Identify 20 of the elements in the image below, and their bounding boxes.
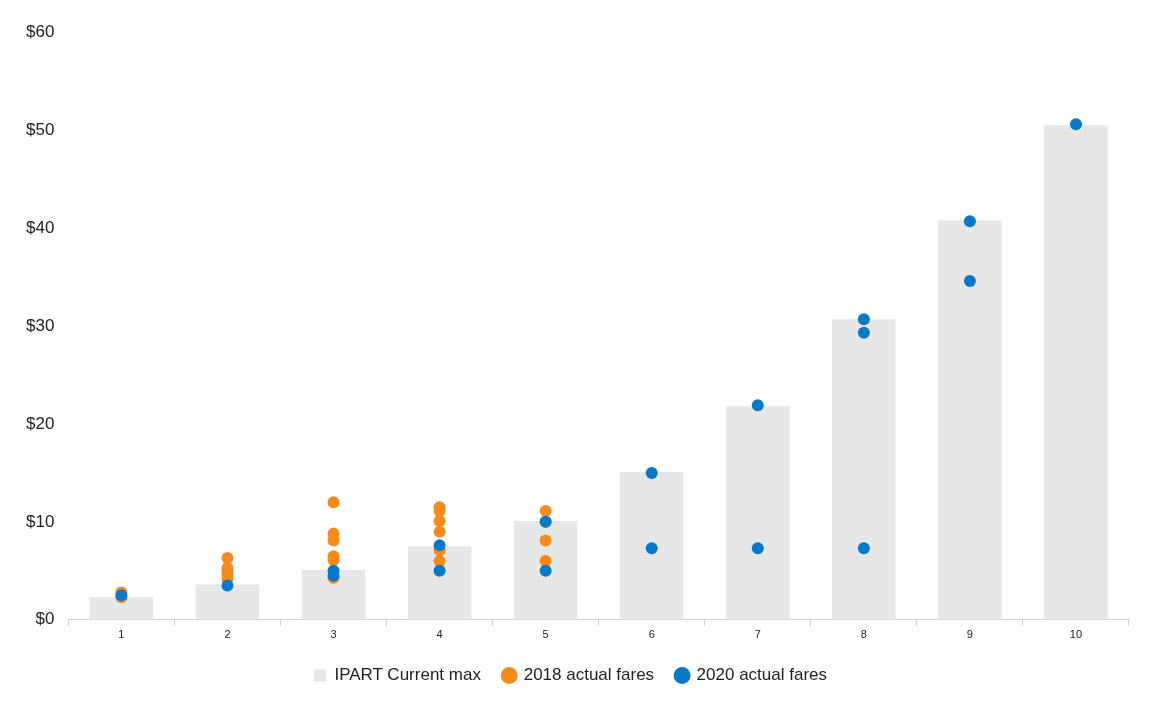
y-tick-label: $40 <box>25 217 55 237</box>
x-tick-label: 8 <box>860 628 867 641</box>
legend-label: 2018 actual fares <box>523 665 655 685</box>
x-tick-label: 6 <box>648 628 655 641</box>
legend-label: 2020 actual fares <box>696 665 828 685</box>
x-tick-label: 7 <box>754 628 761 641</box>
y-tick-label: $0 <box>35 609 55 629</box>
x-tick-label: 5 <box>542 628 549 641</box>
x-tick-label: 4 <box>436 628 443 641</box>
x-tick-label: 9 <box>966 628 973 641</box>
y-tick-label: $20 <box>25 413 55 433</box>
x-tick-label: 1 <box>118 628 125 641</box>
y-tick-label: $60 <box>25 21 55 41</box>
x-tick-label: 10 <box>1069 628 1083 641</box>
x-tick-label: 3 <box>330 628 337 641</box>
y-tick-label: $50 <box>25 119 55 139</box>
y-tick-label: $30 <box>25 315 55 335</box>
y-tick-label: $10 <box>25 511 55 531</box>
x-tick-label: 2 <box>224 628 231 641</box>
legend-label: IPART Current max <box>334 665 482 685</box>
